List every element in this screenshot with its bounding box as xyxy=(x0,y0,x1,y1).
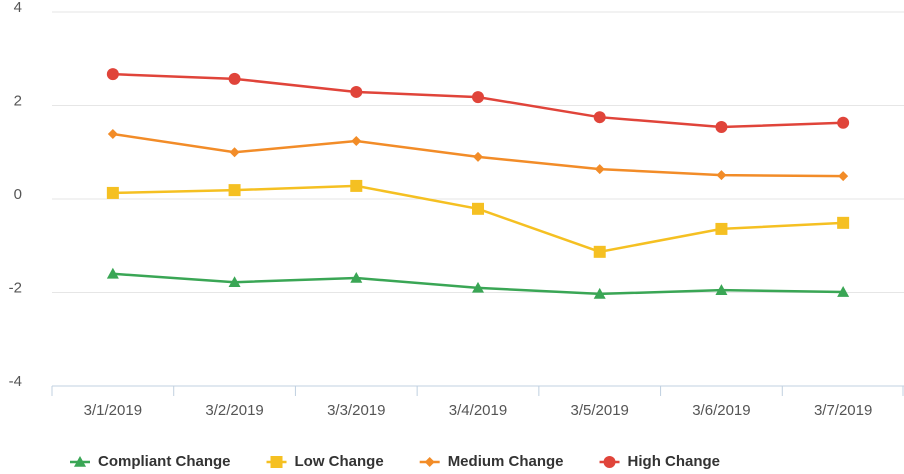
data-point xyxy=(593,111,606,124)
x-tick-label: 3/3/2019 xyxy=(327,402,385,419)
y-tick-label: 4 xyxy=(14,0,22,16)
legend-marker xyxy=(74,456,86,467)
data-point xyxy=(715,284,728,295)
legend-label: Medium Change xyxy=(448,453,564,470)
data-point xyxy=(716,170,727,181)
data-point xyxy=(351,136,362,147)
data-point xyxy=(350,272,363,283)
data-point xyxy=(228,72,241,85)
x-tick-label: 3/6/2019 xyxy=(692,402,750,419)
x-tick-label: 3/4/2019 xyxy=(449,402,507,419)
data-point xyxy=(715,222,728,235)
data-point xyxy=(229,147,240,158)
data-point xyxy=(593,245,606,258)
data-point xyxy=(838,171,849,182)
data-point xyxy=(715,121,728,134)
data-point xyxy=(472,281,484,293)
legend-label: High Change xyxy=(628,453,721,470)
x-tick-label: 3/5/2019 xyxy=(571,402,629,419)
data-point xyxy=(473,151,483,162)
legend-label: Low Change xyxy=(295,453,384,470)
y-tick-label: -2 xyxy=(9,279,22,296)
data-point xyxy=(837,216,850,229)
data-point xyxy=(106,186,119,199)
data-point xyxy=(472,91,484,104)
data-point xyxy=(350,179,363,192)
x-tick-label: 3/7/2019 xyxy=(814,402,872,419)
data-point xyxy=(228,276,241,288)
data-point xyxy=(594,164,605,175)
legend-marker xyxy=(424,457,435,467)
data-point xyxy=(593,287,606,299)
x-tick-label: 3/2/2019 xyxy=(205,402,263,419)
data-point xyxy=(228,184,241,197)
legend-marker xyxy=(270,456,283,468)
data-point xyxy=(106,267,119,279)
data-point xyxy=(106,68,119,81)
y-tick-label: 0 xyxy=(14,186,22,203)
x-tick-label: 3/1/2019 xyxy=(84,402,142,419)
data-point xyxy=(107,129,118,140)
y-tick-label: -4 xyxy=(9,373,22,390)
legend-label: Compliant Change xyxy=(98,453,231,470)
data-point xyxy=(837,286,850,297)
data-point xyxy=(837,116,850,129)
data-point xyxy=(350,85,363,98)
series-line xyxy=(112,184,844,254)
data-point xyxy=(472,202,484,215)
legend-marker xyxy=(603,456,616,468)
y-tick-label: 2 xyxy=(14,92,22,109)
